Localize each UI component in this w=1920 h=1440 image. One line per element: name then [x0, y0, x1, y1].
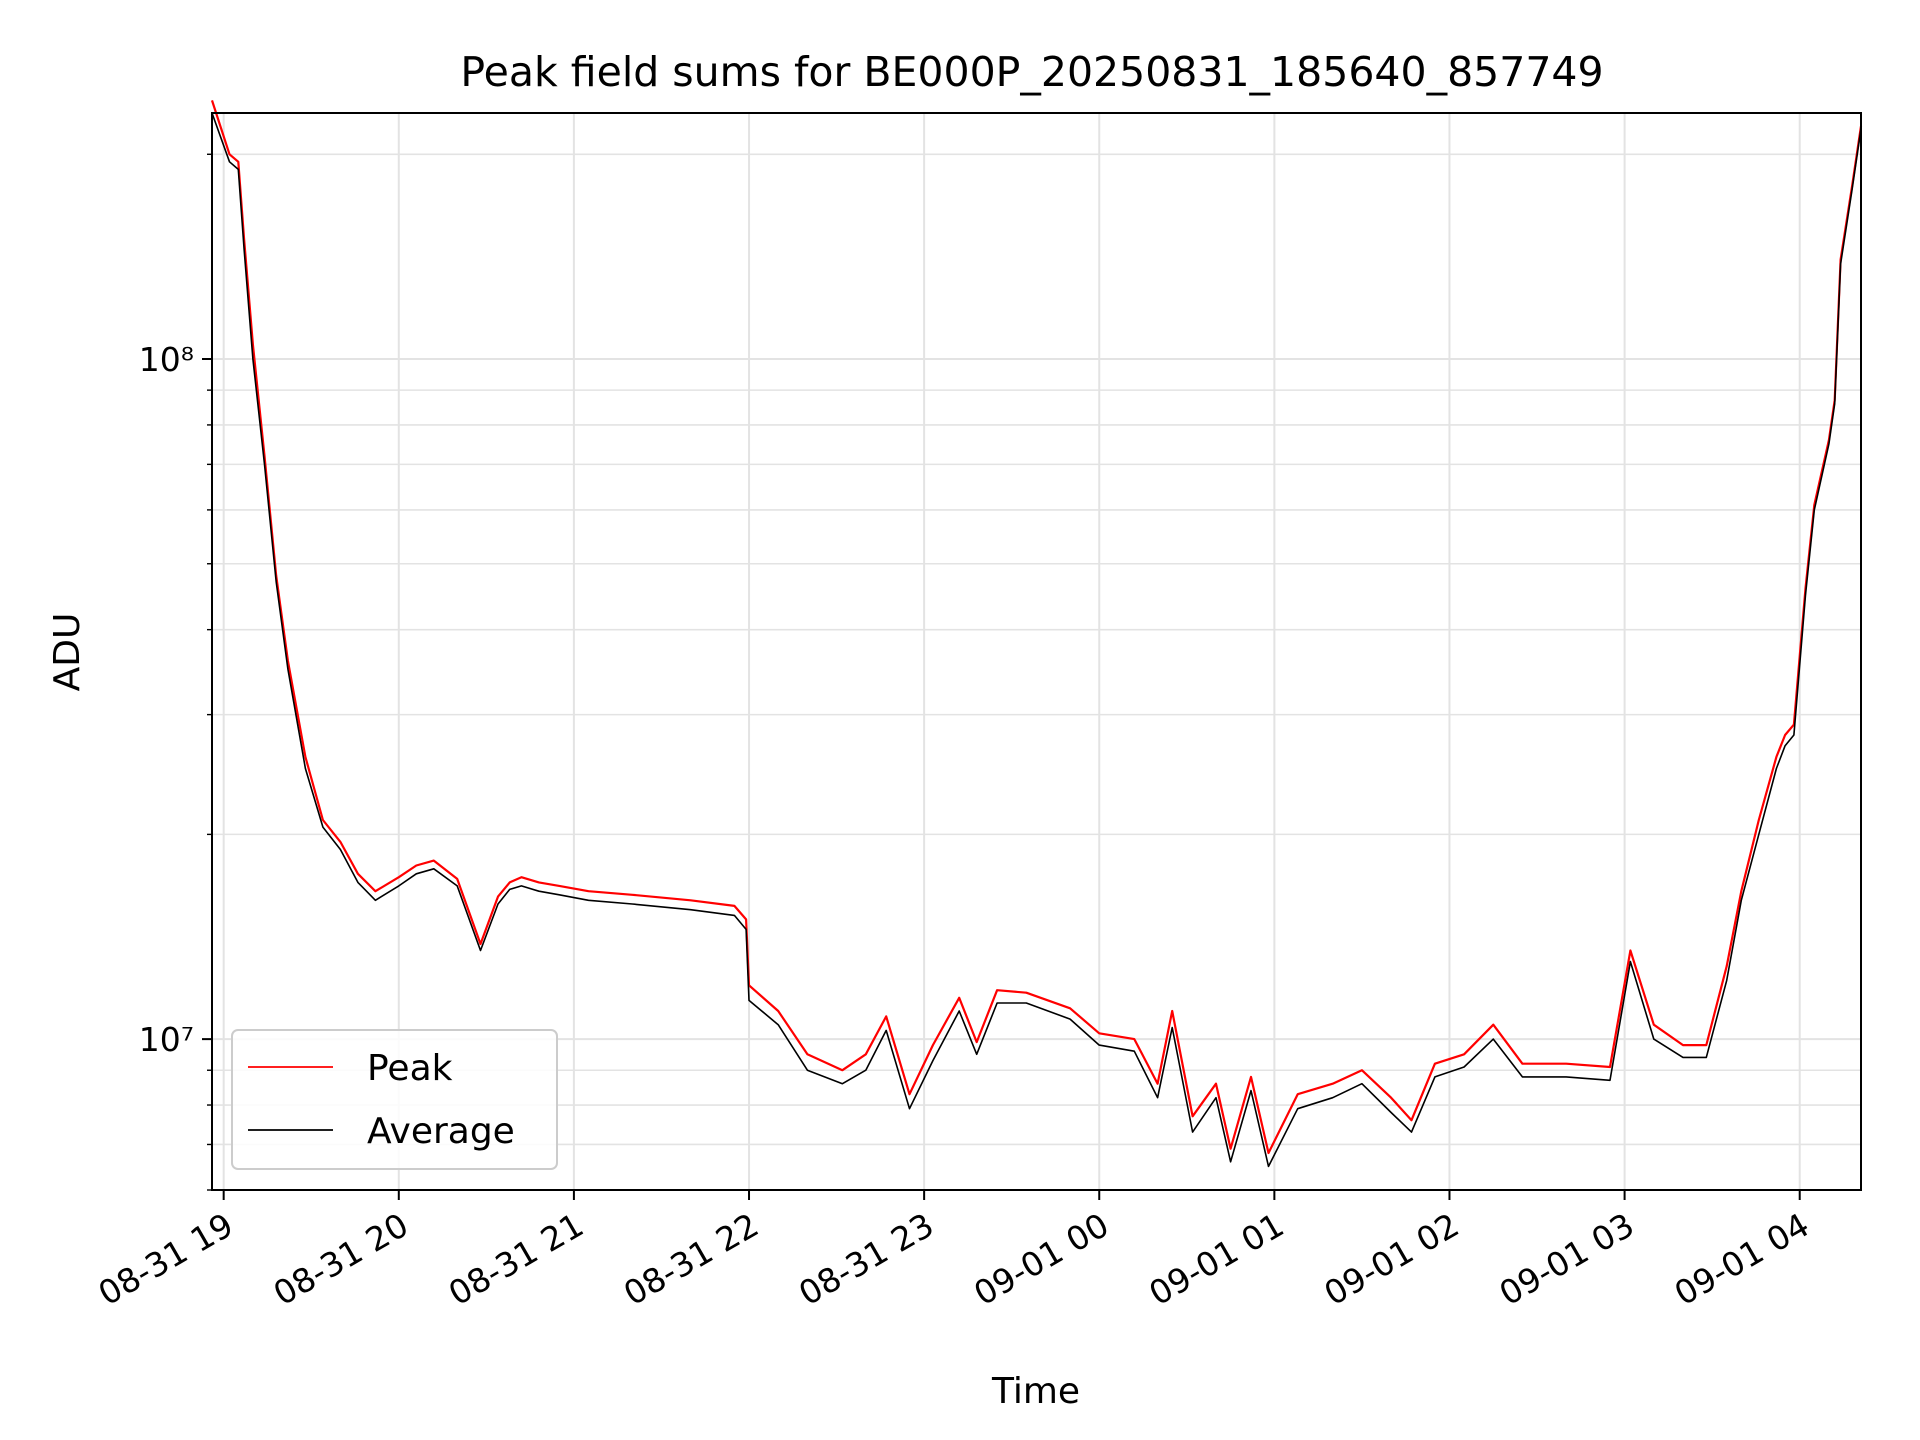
x-axis-label: Time — [991, 1371, 1080, 1412]
chart-title: Peak field sums for BE000P_20250831_1856… — [460, 48, 1603, 96]
legend-label-average: Average — [367, 1111, 515, 1152]
legend-box — [231, 1029, 558, 1170]
series-line-average — [211, 112, 1862, 1168]
y-tick-label: 10⁸ — [139, 340, 194, 379]
series-line-peak — [210, 100, 1863, 1155]
legend-label-peak: Peak — [367, 1048, 453, 1089]
y-tick-label: 10⁷ — [139, 1020, 194, 1059]
series-layer — [210, 100, 1863, 1168]
legend: Peak Average — [231, 1029, 558, 1170]
plot-frame — [211, 112, 1862, 1191]
y-axis-label: ADU — [47, 613, 88, 692]
